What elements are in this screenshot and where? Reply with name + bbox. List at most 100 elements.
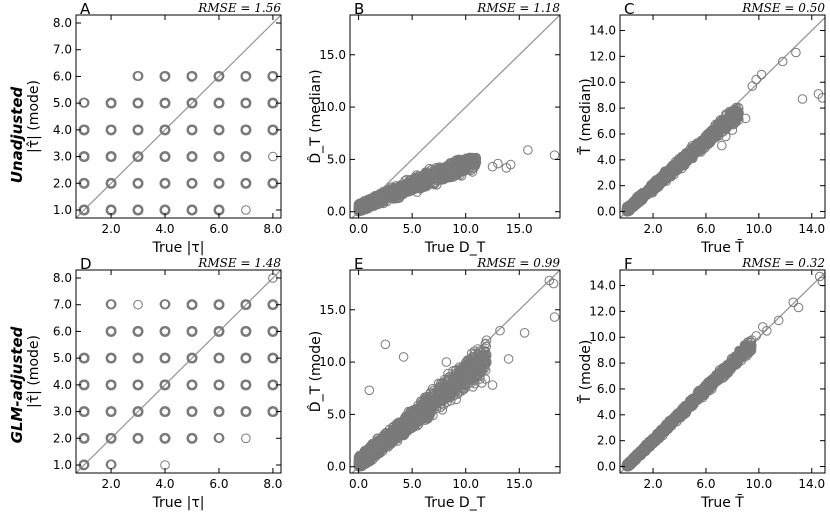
y-tick-label: 12.0	[589, 49, 616, 63]
data-point	[694, 145, 705, 156]
data-point	[214, 406, 225, 418]
data-point	[241, 98, 252, 109]
data-point	[549, 150, 560, 160]
data-point	[187, 353, 198, 364]
data-point	[429, 179, 440, 190]
axes-frame	[75, 14, 282, 219]
data-point	[523, 145, 533, 155]
y-tick-label: 15.0	[319, 48, 346, 62]
panel-label: B	[354, 0, 364, 18]
data-point	[133, 433, 144, 444]
data-point	[791, 47, 801, 58]
data-point	[703, 132, 714, 142]
data-point	[133, 406, 144, 418]
data-point	[214, 432, 225, 443]
y-tick-label: 6.0	[597, 127, 616, 141]
data-point	[214, 326, 225, 337]
data-point	[677, 159, 688, 170]
y-tick-label: 1.0	[53, 458, 72, 472]
data-point	[133, 353, 144, 364]
axes-frame	[349, 14, 561, 219]
data-point	[660, 172, 670, 182]
data-point	[713, 127, 723, 137]
data-point	[493, 158, 503, 169]
data-point	[455, 162, 466, 172]
data-point	[214, 353, 225, 364]
data-point	[186, 71, 197, 82]
data-point	[214, 125, 225, 136]
data-point	[241, 151, 252, 163]
data-point	[133, 380, 144, 391]
data-point	[214, 98, 225, 109]
data-point	[470, 158, 481, 169]
y-tick-label: 7.0	[53, 43, 72, 57]
y-axis-label: |τ̂| (mode)	[26, 80, 42, 153]
data-point	[390, 185, 401, 195]
data-point	[106, 151, 117, 163]
identity-line	[76, 270, 281, 473]
data-point	[187, 151, 198, 163]
data-point	[133, 178, 144, 189]
axes-frame	[619, 14, 826, 219]
data-point	[159, 71, 170, 82]
data-point	[740, 113, 751, 124]
data-point	[459, 161, 470, 171]
data-point	[398, 184, 409, 195]
plot-area	[620, 17, 825, 218]
data-point	[721, 131, 731, 142]
data-point	[446, 163, 457, 174]
data-point	[214, 151, 225, 163]
y-tick-label: 2.0	[53, 176, 72, 190]
y-tick-label: 6.0	[53, 69, 72, 83]
data-point	[187, 300, 198, 311]
data-point	[445, 158, 456, 168]
x-tick-label: 0.0	[349, 222, 368, 236]
x-tick-label: 14.0	[798, 222, 825, 236]
data-point	[187, 326, 198, 337]
data-point	[160, 326, 171, 337]
data-point	[665, 168, 675, 179]
y-tick-label: 5.0	[327, 152, 346, 166]
y-axis-label: T̂̄ (median)	[576, 78, 594, 155]
data-point	[372, 192, 383, 203]
data-point	[160, 406, 171, 418]
x-tick-label: 6.0	[209, 477, 228, 491]
data-point	[751, 74, 762, 85]
data-point	[505, 159, 516, 170]
data-point	[106, 326, 117, 337]
x-axis-label: True T̄	[700, 238, 744, 256]
data-point	[187, 125, 198, 136]
panel-label: D	[80, 255, 92, 273]
y-axis-label: |τ̂| (mode)	[26, 335, 42, 408]
x-tick-label: 4.0	[155, 222, 174, 236]
data-point	[674, 157, 685, 168]
x-tick-label: 2.0	[644, 222, 663, 236]
data-point	[241, 406, 252, 418]
data-point	[366, 198, 377, 208]
data-point	[160, 98, 171, 109]
data-point	[187, 205, 198, 216]
x-tick-label: 8.0	[263, 222, 282, 236]
data-point	[241, 380, 252, 391]
plot-area	[76, 15, 281, 218]
data-point	[377, 191, 388, 202]
rmse-label: RMSE = 1.56	[197, 1, 281, 15]
data-point	[696, 140, 707, 150]
data-point	[106, 353, 117, 364]
data-point	[691, 139, 702, 149]
data-point	[106, 98, 117, 109]
data-point	[468, 154, 479, 164]
data-point	[160, 178, 171, 189]
data-point	[241, 205, 251, 215]
data-point	[133, 151, 144, 163]
data-point	[160, 380, 171, 391]
rmse-label: RMSE = 1.48	[197, 256, 281, 270]
data-point	[160, 299, 171, 310]
data-point	[622, 204, 633, 215]
data-point	[133, 205, 144, 216]
data-point	[679, 157, 690, 167]
identity-line	[76, 15, 281, 218]
panel-c: 2.0 6.0 10.0 14.00.02.04.06.08.010.012.014.…	[576, 0, 826, 256]
row-label-glm-adjusted: GLM-adjusted	[8, 326, 26, 443]
panel-b: 0.0 5.0 10.0 15.00.05.010.015.0B RMSE = 1.18…	[307, 0, 561, 256]
